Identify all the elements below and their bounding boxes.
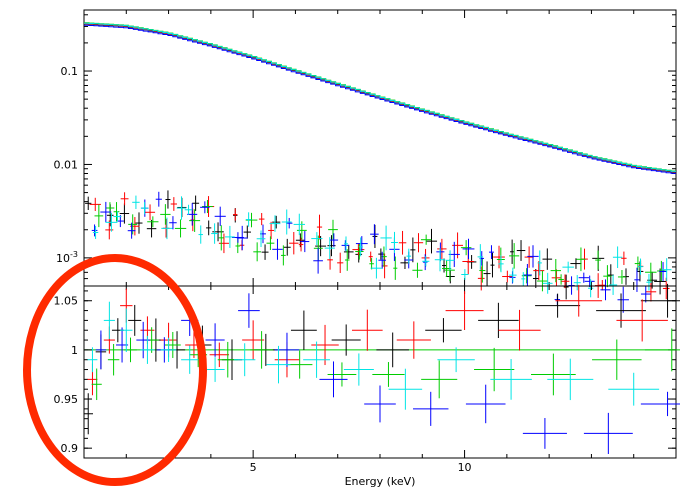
model-curve-cyan	[84, 22, 676, 172]
y-tick-label: 1	[71, 344, 78, 357]
y-tick-exponent: -3	[70, 250, 78, 259]
highlight-annotation-layer	[23, 254, 207, 486]
highlight-ellipse	[23, 254, 207, 486]
y-tick-label: 0.01	[54, 158, 79, 171]
ratio-series-cyan	[87, 301, 660, 410]
y-tick-label: 0.1	[61, 65, 79, 78]
ratio-series-green	[91, 327, 680, 401]
y-tick-label: 0.95	[54, 393, 79, 406]
ratio-series-red	[87, 284, 668, 396]
y-tick-label: 1.05	[54, 295, 79, 308]
x-axis-label: Energy (keV)	[345, 475, 416, 488]
x-tick-label: 5	[250, 461, 257, 474]
x-tick-label: 10	[458, 461, 472, 474]
y-tick-label: 0.9	[61, 442, 79, 455]
bkg-series-cyan	[92, 195, 672, 298]
model-curve-blue	[84, 24, 676, 174]
